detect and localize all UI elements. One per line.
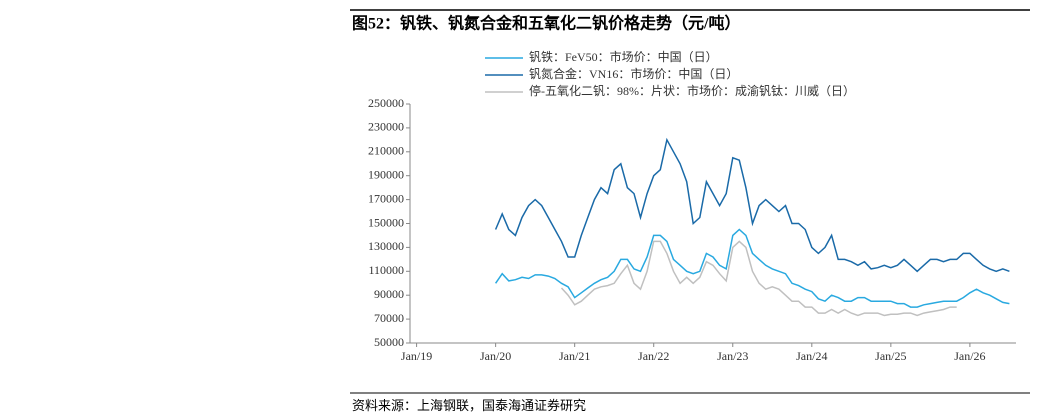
y-tick-label: 70000: [374, 311, 404, 325]
x-tick-label: Jan/24: [796, 349, 827, 363]
y-tick-label: 230000: [368, 120, 404, 134]
y-tick-label: 110000: [368, 263, 404, 277]
y-tick-label: 150000: [368, 215, 404, 229]
y-tick-label: 90000: [374, 287, 404, 301]
y-tick-label: 130000: [368, 239, 404, 253]
legend-label: 停-五氧化二钒：98%：片状：市场价：成渝钒钛：川威（日）: [529, 83, 855, 98]
x-tick-label: Jan/20: [480, 349, 511, 363]
y-tick-label: 50000: [374, 335, 404, 349]
x-tick-label: Jan/23: [717, 349, 748, 363]
legend-label: 钒氮合金：VN16：市场价：中国（日）: [529, 66, 738, 81]
source: 资料来源：上海钢联，国泰海通证券研究: [352, 398, 586, 413]
x-tick-label: Jan/25: [875, 349, 906, 363]
series-line: [560, 240, 957, 317]
x-tick-label: Jan/21: [559, 349, 590, 363]
y-tick-label: 210000: [368, 144, 404, 158]
series-line: [494, 137, 1010, 273]
y-tick-label: 250000: [368, 96, 404, 110]
y-tick-label: 170000: [368, 191, 404, 205]
chart-title: 图52：钒铁、钒氮合金和五氧化二钒价格走势（元/吨）: [352, 14, 740, 33]
x-tick-label: Jan/22: [638, 349, 669, 363]
x-tick-label: Jan/26: [954, 349, 985, 363]
legend-label: 钒铁：FeV50：市场价：中国（日）: [529, 49, 718, 64]
y-tick-label: 190000: [368, 167, 404, 181]
series-line: [494, 228, 1010, 308]
x-tick-label: Jan/19: [401, 349, 432, 363]
